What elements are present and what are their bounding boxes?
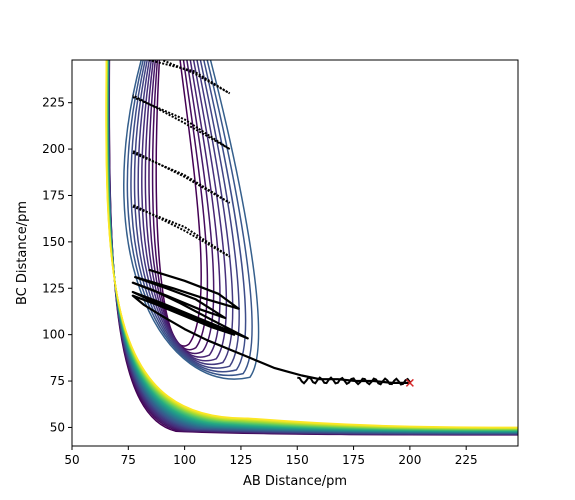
contour-line-outer [105,60,518,429]
y-tick-label: 150 [42,235,65,249]
x-tick-label: 200 [398,453,421,467]
trajectory [131,60,411,386]
contour-line-valley [126,60,253,376]
trajectory-oscillation-loop [148,60,231,95]
x-tick-label: 225 [455,453,478,467]
x-tick-label: 50 [64,453,79,467]
contour-line-valley [123,60,260,380]
contour-line-valley [130,60,247,373]
contour-lines [105,60,518,436]
y-tick-label: 200 [42,142,65,156]
end-marker [405,378,414,387]
x-tick-label: 175 [342,453,365,467]
contour-line-valley [137,60,234,365]
contour-line-valley [151,60,209,351]
y-axis-ticks: 50 75 100 125 150 175 200 225 [42,96,72,434]
contour-line-valley [141,60,228,362]
trajectory-path [131,268,410,384]
end-marker-stroke [405,378,414,387]
y-tick-label: 75 [50,374,65,388]
trajectory-oscillation-loop [132,94,231,150]
trajectory-exit-oscillation [297,376,411,386]
x-tick-label: 100 [173,453,196,467]
contour-line-valley [148,60,215,355]
trajectory-oscillation-loop [132,150,231,204]
y-tick-label: 175 [42,188,65,202]
y-tick-label: 125 [42,281,65,295]
contour-line-valley [144,60,221,358]
y-tick-label: 50 [50,420,65,434]
y-tick-label: 100 [42,328,65,342]
plot-frame [71,59,519,447]
trajectory-oscillation-loop [132,203,231,258]
x-tick-label: 150 [286,453,309,467]
contour-line-valley [133,60,240,369]
y-tick-label: 225 [42,96,65,110]
x-tick-label: 75 [121,453,136,467]
y-axis-label: BC Distance/pm [15,201,30,305]
x-tick-label: 125 [229,453,252,467]
x-axis-ticks: 50 75 100 125 150 175 200 225 [64,446,478,467]
x-axis-label: AB Distance/pm [243,474,347,489]
